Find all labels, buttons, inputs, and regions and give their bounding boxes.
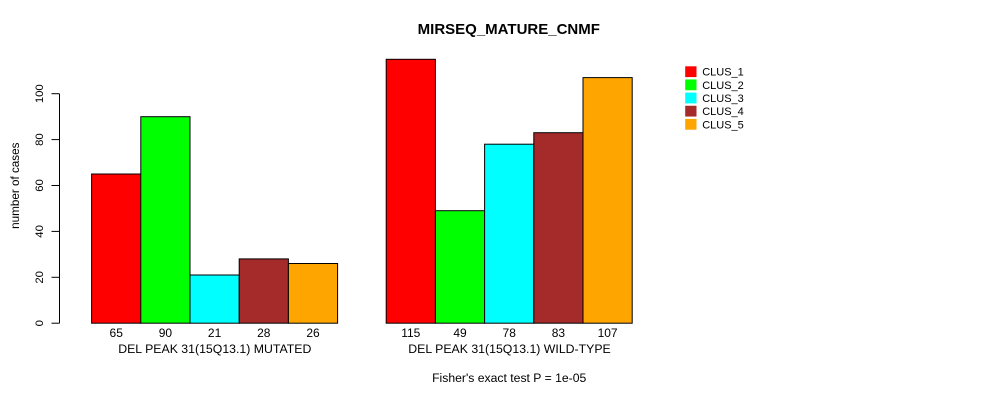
svg-text:115: 115	[401, 326, 420, 340]
svg-text:107: 107	[598, 326, 618, 340]
svg-text:CLUS_4: CLUS_4	[702, 106, 744, 118]
svg-text:CLUS_1: CLUS_1	[702, 67, 744, 79]
svg-text:MIRSEQ_MATURE_CNMF: MIRSEQ_MATURE_CNMF	[418, 21, 600, 38]
svg-text:78: 78	[503, 326, 517, 340]
svg-text:Fisher's exact test P = 1e-05: Fisher's exact test P = 1e-05	[432, 371, 586, 385]
svg-text:DEL PEAK 31(15Q13.1) WILD-TYPE: DEL PEAK 31(15Q13.1) WILD-TYPE	[408, 342, 611, 356]
svg-text:65: 65	[110, 326, 124, 340]
svg-text:26: 26	[306, 326, 320, 340]
svg-text:CLUS_5: CLUS_5	[702, 119, 744, 131]
svg-text:90: 90	[159, 326, 173, 340]
svg-text:49: 49	[453, 326, 467, 340]
svg-text:20: 20	[34, 271, 46, 284]
svg-text:number of cases: number of cases	[9, 142, 22, 229]
svg-text:80: 80	[34, 133, 46, 146]
svg-text:40: 40	[34, 225, 46, 238]
svg-text:CLUS_3: CLUS_3	[702, 93, 744, 105]
svg-text:CLUS_2: CLUS_2	[702, 80, 744, 92]
svg-text:83: 83	[552, 326, 566, 340]
svg-text:0: 0	[34, 320, 46, 326]
svg-text:100: 100	[34, 84, 46, 103]
svg-text:21: 21	[208, 326, 222, 340]
svg-text:28: 28	[257, 326, 271, 340]
svg-text:60: 60	[34, 179, 46, 192]
svg-text:DEL PEAK 31(15Q13.1) MUTATED: DEL PEAK 31(15Q13.1) MUTATED	[118, 342, 311, 356]
